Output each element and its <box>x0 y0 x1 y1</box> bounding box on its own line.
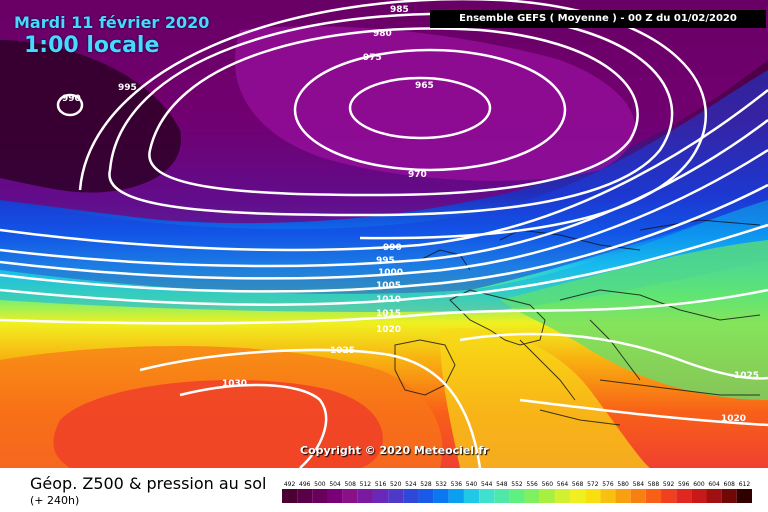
legend-swatch <box>645 489 662 503</box>
weather-map: 985 980 975 995 990 965 970 990 995 1000… <box>0 0 768 468</box>
isobar-label: 990 <box>62 94 81 104</box>
legend-swatch <box>357 489 373 503</box>
legend-swatch <box>600 489 616 503</box>
legend-swatch <box>539 489 555 503</box>
legend-tick-label: 604 <box>708 481 720 488</box>
isobar-label: 970 <box>408 170 427 180</box>
yellow-zone <box>440 328 650 468</box>
legend-swatch <box>342 489 358 503</box>
legend-tick-label: 612 <box>739 481 751 488</box>
legend-swatch <box>372 489 389 503</box>
forecast-time: 1:00 locale <box>24 33 160 58</box>
isobars <box>0 0 768 468</box>
legend-tick-label: 544 <box>481 481 493 488</box>
forecast-date: Mardi 11 février 2020 <box>14 13 210 32</box>
legend-swatch <box>327 489 343 503</box>
legend-swatch <box>403 489 419 503</box>
legend-tick-label: 532 <box>435 481 447 488</box>
isobar-label: 1015 <box>376 309 401 319</box>
legend-tick-label: 536 <box>451 481 463 488</box>
isobar-label: 1025 <box>734 371 759 381</box>
legend-tick-label: 568 <box>572 481 584 488</box>
isobar-label: 985 <box>390 5 409 15</box>
legend-swatch <box>570 489 586 503</box>
red-zone <box>53 380 383 468</box>
isobar-label: 1025 <box>330 346 355 356</box>
legend-tick-label: 596 <box>678 481 690 488</box>
legend-swatch <box>676 489 692 503</box>
legend-swatch <box>706 489 722 503</box>
legend-tick-label: 592 <box>663 481 675 488</box>
legend-tick-label: 516 <box>375 481 387 488</box>
legend-swatch <box>282 489 298 503</box>
legend-swatch <box>494 489 510 503</box>
legend-tick-label: 520 <box>390 481 402 488</box>
legend-swatch <box>585 489 601 503</box>
legend-swatch <box>297 489 313 503</box>
legend-tick-label: 584 <box>633 481 645 488</box>
legend-swatch <box>463 489 480 503</box>
legend-tick-label: 580 <box>617 481 629 488</box>
isobar-label: 1000 <box>378 268 403 278</box>
isobar-label: 975 <box>363 53 382 63</box>
legend-tick-label: 528 <box>420 481 432 488</box>
legend-swatch <box>479 489 495 503</box>
isobar-labels: 985 980 975 995 990 965 970 990 995 1000… <box>62 5 759 424</box>
footer-bar: Géop. Z500 & pression au sol (+ 240h) 49… <box>0 468 768 512</box>
legend-swatch <box>630 489 646 503</box>
isobar-label: 1010 <box>376 295 401 305</box>
legend-tick-label: 512 <box>360 481 372 488</box>
legend-tick-label: 508 <box>344 481 356 488</box>
legend-swatch <box>554 489 571 503</box>
model-header: Ensemble GEFS ( Moyenne ) - 00 Z du 01/0… <box>430 10 766 28</box>
isobar-label: 990 <box>383 243 402 253</box>
legend-swatch <box>448 489 464 503</box>
legend-swatch <box>418 489 434 503</box>
dark-low-zone <box>0 40 181 193</box>
legend-swatch <box>312 489 328 503</box>
legend-swatch <box>691 489 707 503</box>
isobar-label: 1020 <box>721 414 746 424</box>
blue-zone <box>0 70 768 294</box>
isobar-label: 995 <box>376 256 395 266</box>
legend-swatch <box>433 489 449 503</box>
isobar-label: 965 <box>415 81 434 91</box>
legend-tick-label: 504 <box>329 481 341 488</box>
legend-tick-label: 560 <box>542 481 554 488</box>
legend-swatch <box>736 489 752 503</box>
legend-tick-label: 548 <box>496 481 508 488</box>
coastlines <box>394 219 761 426</box>
legend-tick-label: 572 <box>587 481 599 488</box>
legend-tick-label: 500 <box>314 481 326 488</box>
legend-tick-label: 552 <box>511 481 523 488</box>
legend-tick-label: 496 <box>299 481 311 488</box>
legend-swatch <box>721 489 737 503</box>
violet-low-zone <box>234 26 635 181</box>
color-scale-legend: 492 496 500 504 508 512 516 520 524 528 532 536 540 5… <box>282 481 752 503</box>
legend-swatch <box>388 489 404 503</box>
legend-tick-label: 492 <box>284 481 296 488</box>
legend-tick-label: 608 <box>724 481 736 488</box>
legend-swatch <box>524 489 540 503</box>
isobar-label: 995 <box>118 83 137 93</box>
legend-tick-label: 524 <box>405 481 417 488</box>
legend-tick-label: 600 <box>693 481 705 488</box>
legend-tick-label: 540 <box>466 481 478 488</box>
map-subtitle: (+ 240h) <box>30 494 80 507</box>
legend-tick-label: 576 <box>602 481 614 488</box>
legend-swatch <box>661 489 677 503</box>
isobar-label: 1005 <box>376 281 401 291</box>
legend-tick-label: 564 <box>557 481 569 488</box>
isobar-label: 1030 <box>222 379 247 389</box>
legend-tick-label: 556 <box>526 481 538 488</box>
isobar-label: 980 <box>373 29 392 39</box>
legend-swatch <box>615 489 631 503</box>
copyright-notice: Copyright © 2020 Meteociel.fr <box>300 444 489 457</box>
legend-swatch <box>509 489 525 503</box>
map-title: Géop. Z500 & pression au sol <box>30 474 267 493</box>
legend-tick-label: 588 <box>648 481 660 488</box>
green-zone <box>500 240 768 400</box>
isobar-label: 1020 <box>376 325 401 335</box>
